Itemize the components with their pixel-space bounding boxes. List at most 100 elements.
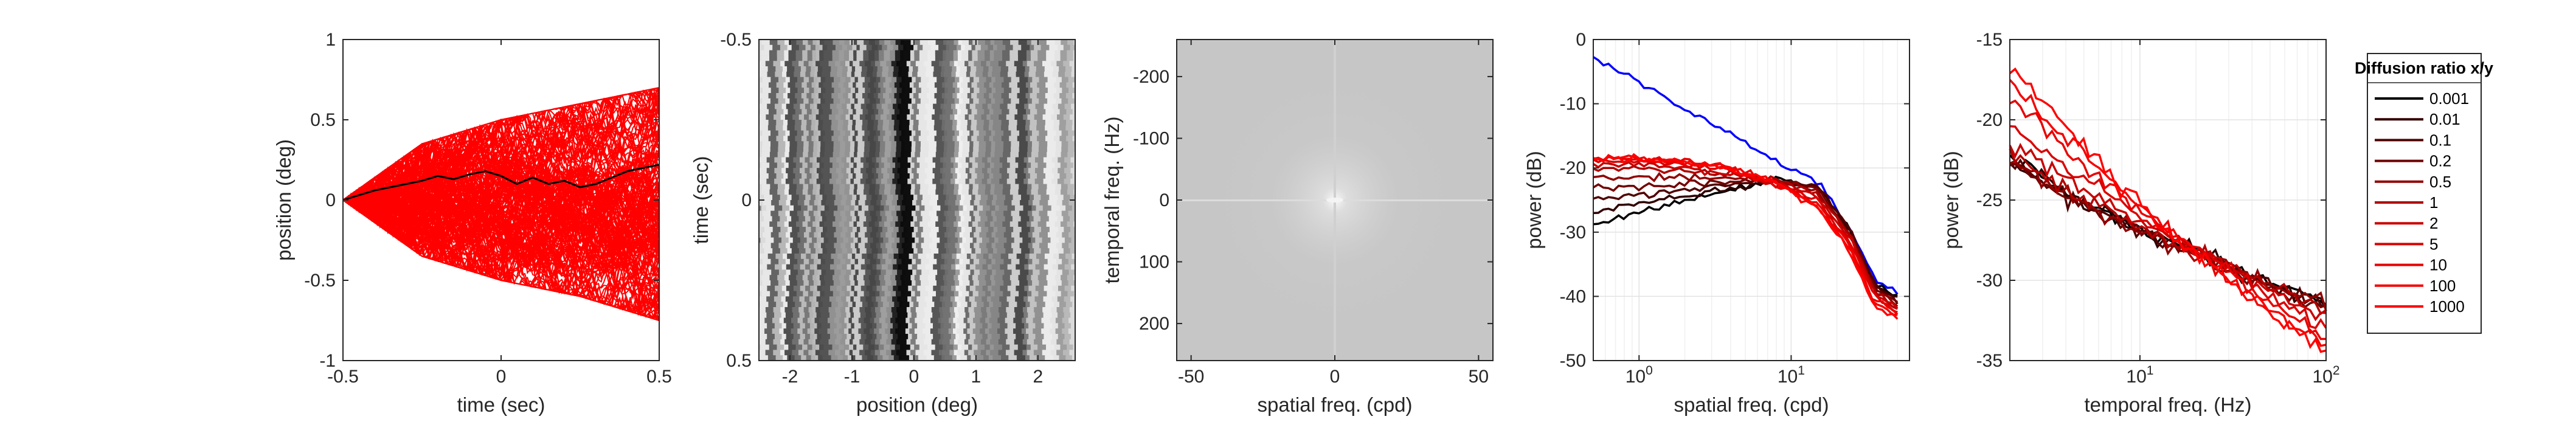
stripe-cell <box>994 221 1003 227</box>
stripe-cell <box>1008 71 1017 78</box>
stripe-cell <box>791 317 798 323</box>
stripe-cell <box>957 44 961 51</box>
stripe-cell <box>858 258 865 265</box>
stripe-cell <box>988 227 994 233</box>
stripe-cell <box>831 125 838 131</box>
stripe-cell <box>867 125 874 131</box>
stripe-cell <box>854 88 859 94</box>
stripe-cell <box>925 264 933 270</box>
stripe-cell <box>845 243 851 249</box>
stripe-cell <box>759 178 767 185</box>
stripe-cell <box>1004 269 1013 275</box>
stripe-cell <box>887 334 893 340</box>
stripe-cell <box>832 55 839 61</box>
stripe-cell <box>914 162 920 168</box>
stripe-cell <box>854 264 862 270</box>
stripe-cell <box>1007 323 1016 329</box>
stripe-cell <box>905 200 913 206</box>
stripe-cell <box>885 147 892 153</box>
stripe-cell <box>887 157 893 163</box>
stripe-cell <box>843 55 850 61</box>
stripe-cell <box>967 93 972 99</box>
stripe-cell <box>843 136 849 142</box>
stripe-cell <box>890 189 896 195</box>
stripe-cell <box>992 125 1002 131</box>
stripe-cell <box>906 248 914 254</box>
stripe-cell <box>1063 195 1071 201</box>
stripe-cell <box>943 184 947 190</box>
stripe-cell <box>801 355 807 361</box>
stripe-cell <box>909 328 915 334</box>
stripe-cell <box>910 350 916 356</box>
stripe-cell <box>801 205 808 212</box>
stripe-cell <box>796 184 804 190</box>
stripe-cell <box>885 243 892 249</box>
stripe-cell <box>896 98 902 105</box>
stripe-cell <box>804 114 809 120</box>
stripe-cell <box>995 98 1004 105</box>
stripe-cell <box>811 136 816 142</box>
stripe-cell <box>992 355 1002 361</box>
stripe-cell <box>774 168 782 174</box>
stripe-cell <box>859 216 867 222</box>
stripe-cell <box>891 280 897 286</box>
stripe-cell <box>947 269 956 275</box>
stripe-cell <box>1068 258 1075 265</box>
stripe-cell <box>1016 254 1026 260</box>
series-line-7 <box>2009 125 2327 330</box>
stripe-cell <box>852 355 856 361</box>
stripe-cell <box>859 350 865 356</box>
series-line-3 <box>1593 177 1899 305</box>
stripe-cell <box>824 40 833 46</box>
stripe-cell <box>822 125 832 131</box>
stripe-cell <box>1040 195 1050 201</box>
stripe-cell <box>963 258 971 265</box>
stripe-cell <box>1033 317 1042 323</box>
stripe-cell <box>841 296 847 302</box>
stripe-cell <box>944 280 948 286</box>
stripe-cell <box>911 296 917 302</box>
stripe-cell <box>1054 189 1061 195</box>
stripe-cell <box>928 184 937 190</box>
stripe-cell <box>896 280 902 286</box>
stripe-cell <box>955 200 960 206</box>
stripe-cell <box>894 109 900 115</box>
stripe-cell <box>1070 296 1076 302</box>
stripe-cell <box>1058 44 1064 51</box>
red-trajectory-line <box>342 136 660 232</box>
stripe-cell <box>1064 334 1072 340</box>
stripe-cell <box>954 114 959 120</box>
stripe-cell <box>926 254 935 260</box>
stripe-cell <box>888 125 895 131</box>
stripe-cell <box>816 189 820 195</box>
stripe-cell <box>969 334 976 340</box>
stripe-cell <box>1048 232 1057 238</box>
stripe-cell <box>871 178 876 185</box>
stripe-cell <box>873 205 881 212</box>
stripe-cell <box>923 195 931 201</box>
stripe-cell <box>924 339 932 345</box>
stripe-cell <box>945 109 954 115</box>
stripe-cell <box>912 77 916 83</box>
stripe-cell <box>866 248 873 254</box>
stripe-cell <box>876 103 882 109</box>
stripe-cell <box>878 248 882 254</box>
stripe-cell <box>960 216 965 222</box>
legend-label: 0.5 <box>2429 173 2451 191</box>
stripe-cell <box>1025 120 1031 126</box>
stripe-cell <box>977 55 985 61</box>
stripe-cell <box>795 82 802 88</box>
stripe-cell <box>860 157 867 163</box>
stripe-cell <box>982 103 988 109</box>
stripe-cell <box>851 216 857 222</box>
y-tick-label: -50 <box>1560 351 1586 371</box>
stripe-cell <box>1025 82 1031 88</box>
stripe-cell <box>963 317 968 323</box>
stripe-cell <box>782 205 790 212</box>
stripe-cell <box>915 210 921 216</box>
stripe-cell <box>960 302 968 308</box>
stripe-cell <box>969 98 974 105</box>
stripe-cell <box>995 243 1005 249</box>
stripe-cell <box>1065 254 1073 260</box>
stripe-cell <box>816 50 820 56</box>
